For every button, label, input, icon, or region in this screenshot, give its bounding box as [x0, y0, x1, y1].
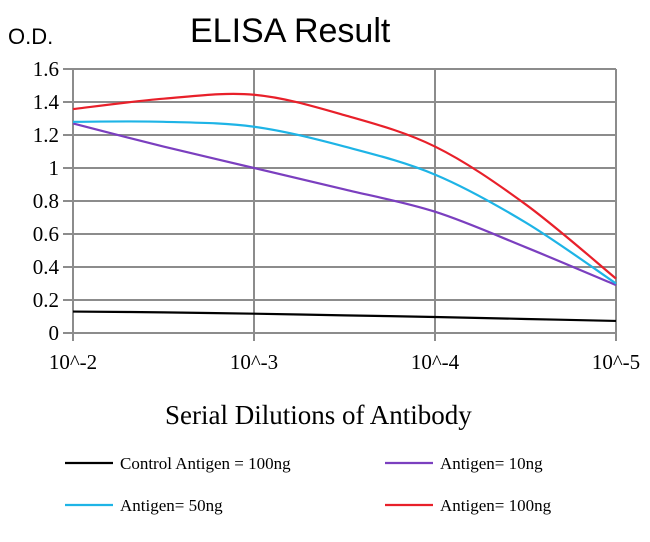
- series-line: [72, 122, 617, 287]
- series-line: [72, 310, 617, 323]
- y-tick-label: 0.6: [33, 222, 59, 246]
- x-tick-label: 10^-3: [230, 350, 278, 374]
- x-tick-label: 10^-2: [49, 350, 97, 374]
- series-line: [72, 120, 617, 285]
- y-tick-label: 0.4: [33, 255, 60, 279]
- chart-title: ELISA Result: [190, 12, 391, 50]
- x-tick-label: 10^-4: [411, 350, 460, 374]
- legend-label: Antigen= 50ng: [120, 496, 223, 515]
- y-tick-label: 0.8: [33, 189, 59, 213]
- y-axis-label: O.D.: [8, 24, 53, 49]
- y-tick-label: 1: [49, 156, 60, 180]
- y-tick-label: 1.4: [33, 90, 60, 114]
- legend-label: Control Antigen = 100ng: [120, 454, 291, 473]
- legend-label: Antigen= 10ng: [440, 454, 543, 473]
- y-tick-label: 0.2: [33, 288, 59, 312]
- y-tick-label: 1.6: [33, 57, 59, 81]
- y-tick-label: 1.2: [33, 123, 59, 147]
- x-axis-label: Serial Dilutions of Antibody: [165, 400, 472, 430]
- series-line: [72, 92, 617, 280]
- legend-label: Antigen= 100ng: [440, 496, 552, 515]
- y-tick-label: 0: [49, 321, 60, 345]
- x-tick-label: 10^-5: [592, 350, 640, 374]
